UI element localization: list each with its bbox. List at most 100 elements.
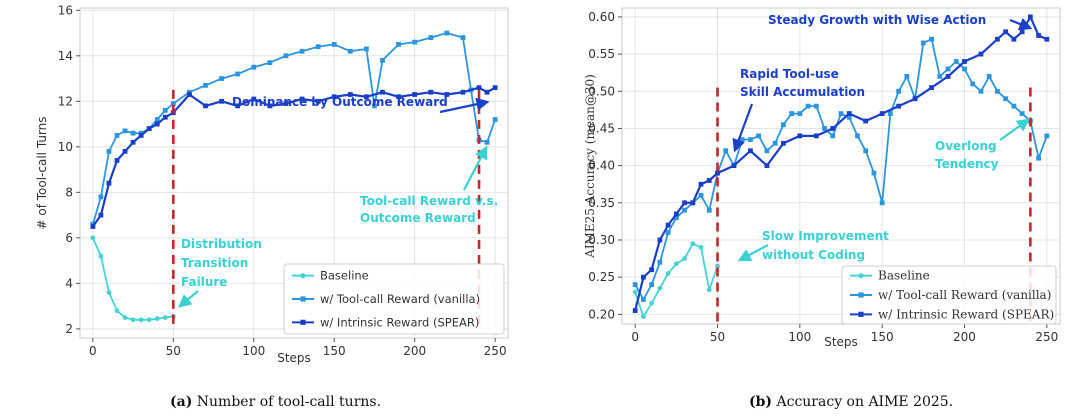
chart-b-annotation-arrow: [1009, 17, 1033, 31]
chart-b-series-spear-point: [1019, 29, 1025, 35]
chart-b-series-vanilla-point: [1036, 155, 1041, 161]
chart-b-series-spear-point: [846, 111, 852, 116]
chart-a-series-vanilla-point: [347, 48, 353, 54]
chart-a-series-baseline-point: [146, 317, 152, 323]
chart-a-series-spear-point: [146, 126, 152, 132]
chart-a-annotation: Failure: [181, 275, 227, 289]
chart-a-series-vanilla-point: [98, 194, 104, 200]
chart-b-series-spear-point: [978, 51, 984, 57]
chart-b-series-vanilla-point: [945, 66, 951, 72]
chart-b-series-vanilla-point: [723, 148, 729, 154]
chart-a-annotation: Tool-call Reward v.s.: [360, 194, 498, 208]
chart-b-series-spear-point: [797, 133, 803, 139]
chart-a-xtick-label: 200: [403, 344, 426, 358]
chart-b-series-spear-point: [912, 96, 918, 102]
chart-a-series-vanilla-point: [460, 35, 466, 40]
chart-b-series-spear-point: [731, 163, 737, 169]
chart-b-series-spear-point: [715, 170, 720, 176]
chart-a-series-vanilla-point: [235, 71, 241, 77]
chart-a-series-vanilla-point: [484, 139, 490, 145]
chart-a-series-vanilla-point: [130, 130, 136, 136]
chart-b-series-spear-point: [813, 133, 819, 139]
chart-b-series-spear-point: [780, 140, 786, 146]
chart-b-xtick-label: 0: [631, 330, 639, 344]
chart-a-series-baseline-point: [90, 235, 96, 241]
chart-a-ytick-label: 2: [65, 322, 73, 336]
chart-b-series-spear-point: [879, 111, 885, 116]
chart-a-series-vanilla-point: [114, 133, 120, 138]
chart-b-series-spear-point: [1044, 36, 1050, 42]
chart-b-series-vanilla-point: [879, 200, 885, 206]
chart-a-legend-marker: [300, 319, 306, 325]
chart-a-series-spear-point: [203, 103, 208, 109]
chart-b-ytick-label: 0.30: [588, 233, 615, 247]
caption-b: (b) Accuracy on AIME 2025.: [749, 394, 953, 410]
chart-b-series-vanilla-point: [887, 111, 893, 116]
chart-a-series-vanilla-point: [299, 48, 305, 54]
chart-a-series-spear-point: [364, 94, 369, 100]
chart-b-series-vanilla-point: [1003, 96, 1009, 102]
chart-b-series-vanilla-point: [1044, 133, 1050, 139]
chart-b-series-spear-point: [632, 308, 638, 314]
chart-a-annotation: Outcome Reward: [360, 211, 476, 225]
chart-b-series-baseline-point: [649, 300, 655, 306]
chart-a-series-vanilla-point: [283, 53, 289, 59]
chart-a-series-spear-point: [267, 103, 273, 109]
chart-a-series-spear-point: [299, 96, 305, 102]
chart-a-annotation-arrow: [463, 145, 488, 191]
chart-b-series-spear-point: [1036, 33, 1041, 38]
chart-a-series-vanilla-point: [203, 82, 208, 88]
chart-b-annotation: without Coding: [762, 248, 865, 262]
chart-b-xtick-label: 250: [1035, 330, 1058, 344]
chart-b-series-vanilla-point: [632, 282, 638, 287]
chart-a-series-baseline-point: [106, 290, 112, 295]
chart-b-series-spear-point: [748, 148, 753, 154]
chart-a-series-spear-point: [98, 212, 104, 218]
caption-a-text: Number of tool-call turns.: [196, 394, 382, 410]
chart-a-annotation-arrow: [177, 290, 199, 308]
chart-a-series-spear-point: [315, 98, 321, 104]
chart-b-ytick-label: 0.25: [588, 270, 615, 284]
chart-b-series-spear-point: [698, 181, 704, 187]
chart-a-series-spear-point: [492, 85, 498, 91]
chart-b-series-spear-point: [863, 118, 869, 124]
chart-b-series-vanilla-point: [706, 207, 712, 213]
chart-b-series-spear-point: [1003, 29, 1009, 35]
chart-b-series-spear-point: [830, 126, 836, 131]
chart-b-series-baseline-point: [698, 245, 704, 250]
chart-b-series-vanilla-point: [920, 40, 926, 46]
chart-a-series-spear-point: [484, 89, 490, 95]
chart-a-legend-label: Baseline: [320, 269, 369, 283]
chart-a-series-vanilla-point: [106, 148, 112, 154]
chart-b-ytick-label: 0.55: [588, 47, 615, 61]
chart-b-legend-marker: [858, 273, 864, 279]
chart-b-series-spear-point: [641, 274, 646, 280]
chart-b-series-spear-point: [657, 237, 663, 243]
caption-a-label: (a): [170, 394, 193, 410]
chart-a-series-vanilla-point: [251, 64, 257, 70]
chart-b-series-vanilla-point: [995, 88, 1000, 94]
chart-b-ytick-label: 0.45: [588, 121, 615, 135]
chart-b-series-baseline-point: [706, 287, 712, 293]
chart-a-series-vanilla-point: [492, 117, 498, 122]
chart-a-series-vanilla-point: [315, 44, 321, 50]
chart-b-series-vanilla-point: [830, 133, 836, 139]
chart-b-series-spear-point: [764, 163, 770, 169]
chart-b-ytick-label: 0.20: [588, 307, 615, 321]
chart-a-ytick-label: 10: [58, 140, 73, 154]
chart-b-series-vanilla-point: [805, 103, 811, 109]
chart-b-ytick-label: 0.60: [588, 10, 615, 24]
chart-a-series-vanilla-point: [331, 42, 337, 47]
chart-a-series-spear-point: [347, 92, 353, 97]
caption-b-text: Accuracy on AIME 2025.: [776, 394, 954, 410]
chart-b-series-vanilla-point: [764, 148, 770, 154]
chart-b-series-vanilla-point: [929, 36, 934, 42]
chart-b-series-vanilla-point: [698, 192, 704, 198]
chart-a-xtick-label: 100: [242, 344, 265, 358]
chart-a-series-spear-point: [122, 148, 128, 154]
chart-b-annotation: Skill Accumulation: [740, 85, 865, 99]
chart-a-series-spear-point: [396, 94, 401, 100]
chart-a-legend-label: w/ Tool-call Reward (vanilla): [320, 292, 480, 306]
chart-b-legend-label: w/ Intrinsic Reward (SPEAR): [878, 307, 1054, 321]
chart-b-legend-marker: [858, 292, 864, 298]
